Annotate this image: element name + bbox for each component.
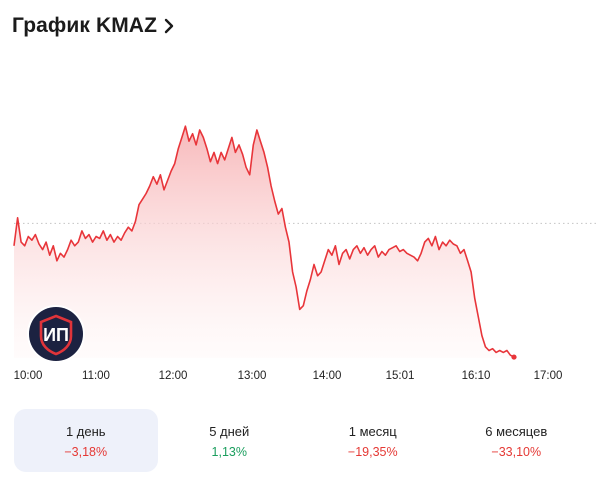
period-1-day[interactable]: 1 день −3,18% <box>14 409 158 472</box>
x-tick-label: 16:10 <box>462 370 491 382</box>
x-tick-label: 13:00 <box>238 370 267 382</box>
shield-logo-icon: ИП <box>29 307 83 361</box>
period-change: 1,13% <box>211 445 247 459</box>
period-label: 5 дней <box>209 424 250 439</box>
x-tick-label: 14:00 <box>313 370 342 382</box>
price-area <box>14 126 514 358</box>
period-change: −33,10% <box>491 445 542 459</box>
last-price-dot <box>511 354 517 360</box>
chevron-right-icon <box>164 18 174 34</box>
x-tick-label: 12:00 <box>159 370 188 382</box>
page-title: График KMAZ <box>12 14 157 37</box>
period-label: 1 день <box>65 424 106 439</box>
x-tick-label: 10:00 <box>14 370 43 382</box>
period-change: −19,35% <box>347 445 398 459</box>
logo-text: ИП <box>43 325 69 345</box>
period-label: 1 месяц <box>348 424 397 439</box>
period-selector: 1 день −3,18% 5 дней 1,13% 1 месяц −19,3… <box>14 409 588 472</box>
x-tick-label: 15:01 <box>386 370 415 382</box>
period-1-month[interactable]: 1 месяц −19,35% <box>301 409 445 472</box>
chart-title-link[interactable]: График KMAZ <box>12 14 175 38</box>
price-line <box>13 125 515 358</box>
period-5-days[interactable]: 5 дней 1,13% <box>158 409 302 472</box>
price-chart[interactable]: 10:00 11:00 12:00 13:00 14:00 15:01 16:10 17:00 <box>0 0 599 400</box>
period-6-months[interactable]: 6 месяцев −33,10% <box>445 409 589 472</box>
period-change: −3,18% <box>64 445 108 459</box>
period-label: 6 месяцев <box>485 424 548 439</box>
x-tick-label: 17:00 <box>534 370 563 382</box>
x-axis: 10:00 11:00 12:00 13:00 14:00 15:01 16:10 17:00 <box>14 370 563 382</box>
x-tick-label: 11:00 <box>82 370 110 382</box>
